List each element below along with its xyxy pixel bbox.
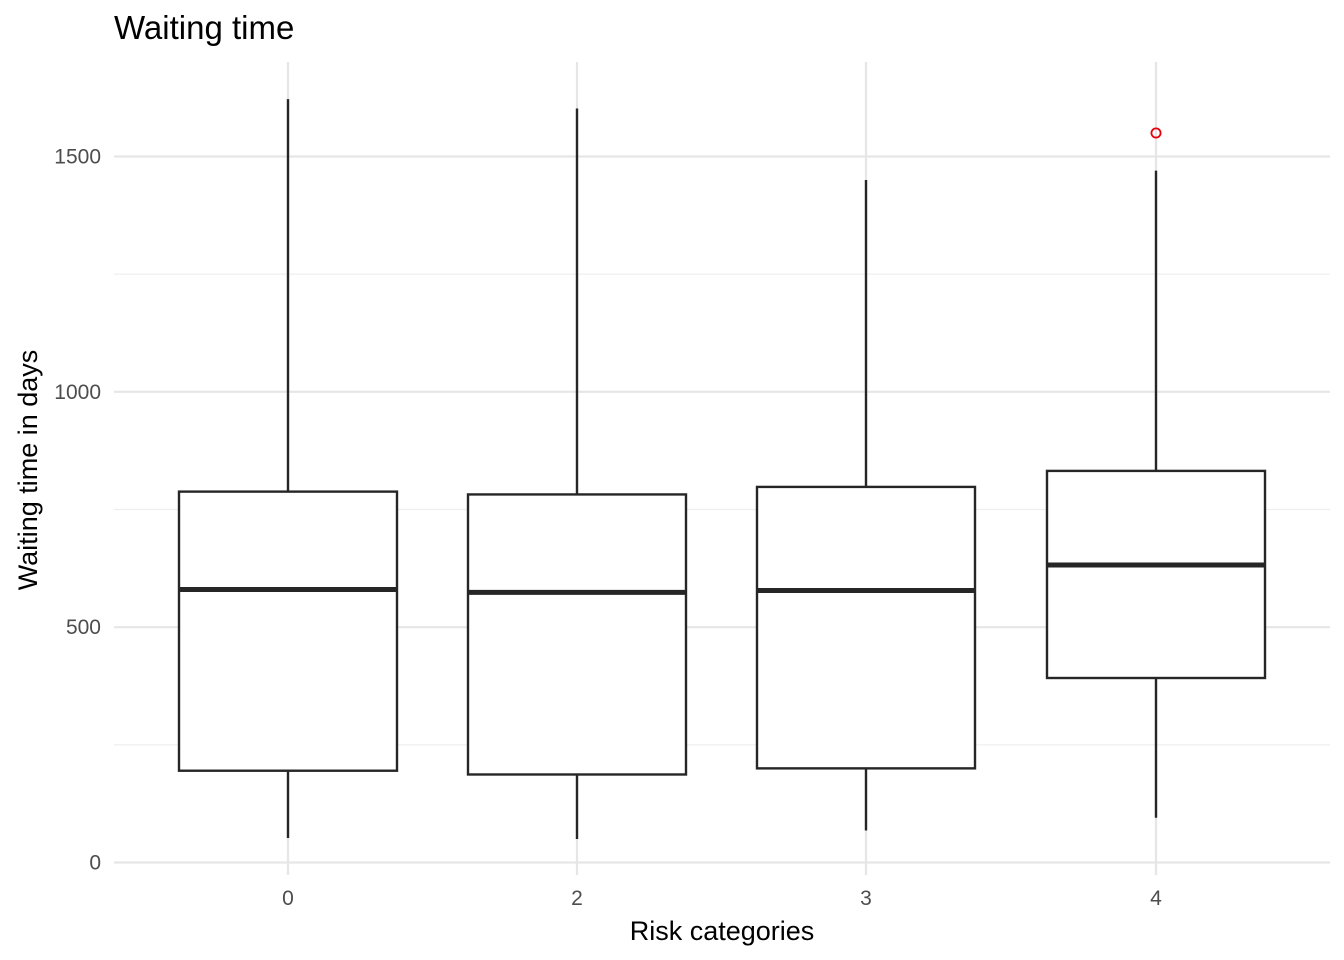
box-iqr	[1045, 469, 1267, 680]
box-iqr	[466, 493, 688, 776]
box-group	[1045, 127, 1267, 818]
x-axis-title: Risk categories	[630, 916, 815, 946]
box-group	[177, 99, 399, 839]
y-tick-label: 1500	[54, 146, 101, 169]
x-tick-label: 4	[1150, 887, 1162, 910]
x-tick-label: 3	[860, 887, 872, 910]
y-tick-labels: 0 500 1000 1500	[54, 146, 101, 875]
chart-title: Waiting time	[114, 9, 294, 46]
x-tick-label: 2	[571, 887, 583, 910]
box-group	[755, 180, 977, 831]
box-iqr	[177, 490, 399, 772]
box-iqr	[755, 485, 977, 770]
y-tick-label: 1000	[54, 381, 101, 404]
y-tick-label: 0	[89, 852, 101, 875]
x-tick-label: 0	[282, 887, 294, 910]
outlier-point	[1150, 127, 1162, 139]
box-group	[466, 108, 688, 839]
x-tick-labels: 0 2 3 4	[282, 887, 1162, 910]
boxes-layer	[177, 99, 1267, 839]
y-axis-title: Waiting time in days	[13, 350, 43, 591]
y-tick-label: 500	[66, 616, 101, 639]
